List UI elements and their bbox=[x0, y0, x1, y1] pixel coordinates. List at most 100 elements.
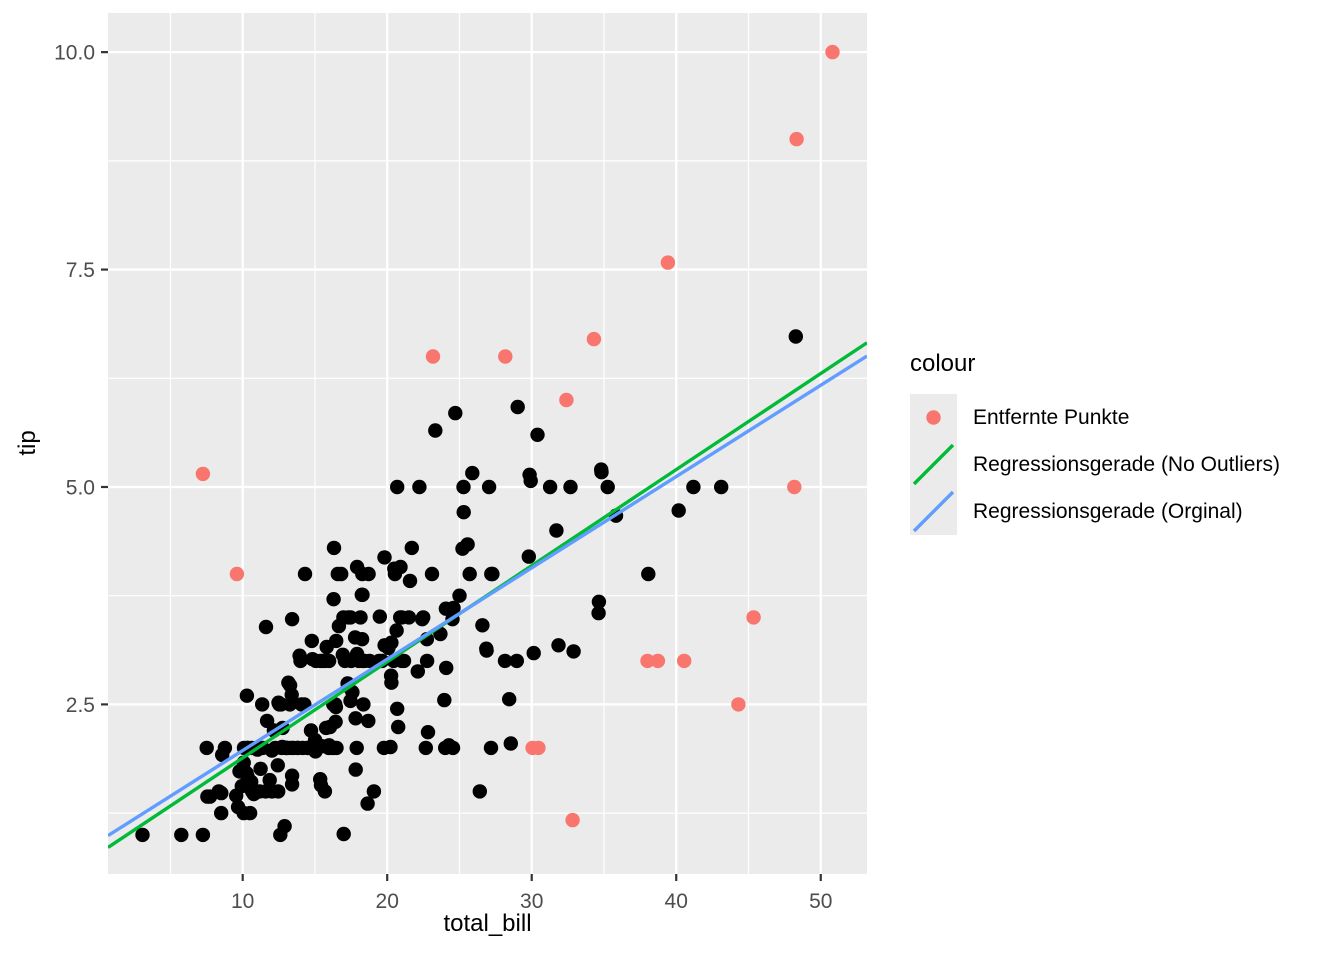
y-axis-title: tip bbox=[14, 430, 41, 456]
legend-item-label: Regressionsgerade (No Outliers) bbox=[973, 452, 1280, 476]
data-point bbox=[326, 540, 342, 556]
removed-data-point bbox=[498, 349, 513, 364]
data-point bbox=[348, 711, 363, 726]
data-point bbox=[215, 747, 230, 763]
data-point bbox=[297, 566, 313, 582]
data-point bbox=[390, 701, 405, 716]
data-point bbox=[393, 610, 408, 625]
data-point bbox=[195, 827, 211, 843]
data-point bbox=[253, 761, 268, 776]
data-point bbox=[273, 827, 288, 843]
data-point bbox=[530, 427, 545, 442]
y-tick-label: 2.5 bbox=[66, 694, 95, 717]
data-point bbox=[497, 653, 513, 669]
data-point bbox=[402, 573, 418, 589]
data-point bbox=[641, 566, 656, 582]
data-point bbox=[438, 601, 454, 616]
data-point bbox=[439, 660, 454, 676]
data-point bbox=[376, 740, 392, 756]
data-point bbox=[415, 612, 430, 627]
data-point bbox=[348, 762, 363, 777]
data-point bbox=[244, 774, 259, 789]
data-point bbox=[329, 633, 344, 649]
removed-data-point bbox=[746, 610, 761, 625]
removed-data-point bbox=[731, 697, 746, 712]
removed-data-point bbox=[559, 392, 574, 408]
removed-data-point bbox=[425, 349, 441, 364]
point-glyph bbox=[926, 410, 941, 425]
data-point bbox=[258, 619, 274, 635]
data-point bbox=[361, 566, 376, 582]
data-point bbox=[353, 610, 368, 625]
data-point bbox=[419, 653, 435, 669]
regression-line bbox=[108, 354, 867, 838]
data-point bbox=[462, 566, 477, 582]
data-point bbox=[270, 758, 285, 773]
removed-data-point bbox=[565, 812, 580, 828]
data-point bbox=[485, 566, 500, 582]
data-point bbox=[390, 479, 405, 495]
data-point bbox=[549, 523, 564, 538]
legend-item-regression-original: Regressionsgerade (Orginal) bbox=[910, 488, 1280, 535]
x-tick-label: 20 bbox=[376, 890, 399, 913]
data-point bbox=[481, 479, 497, 495]
removed-data-point bbox=[195, 466, 211, 482]
x-axis-title: total_bill bbox=[443, 910, 532, 937]
data-point bbox=[354, 587, 369, 602]
data-point bbox=[284, 777, 300, 792]
y-tick-label: 10.0 bbox=[54, 42, 95, 65]
data-point bbox=[455, 541, 470, 556]
data-point bbox=[437, 692, 452, 708]
data-point bbox=[483, 740, 499, 756]
data-point bbox=[199, 740, 214, 756]
data-point bbox=[282, 678, 298, 693]
data-point bbox=[362, 653, 377, 669]
legend: colour Entfernte Punkte Regressionsgerad… bbox=[910, 350, 1280, 535]
data-point bbox=[328, 714, 343, 729]
data-point bbox=[174, 827, 189, 843]
data-point bbox=[284, 612, 300, 627]
data-point bbox=[472, 784, 487, 799]
data-point bbox=[542, 479, 558, 495]
line-glyph bbox=[912, 443, 955, 486]
data-point bbox=[387, 566, 403, 582]
data-point bbox=[410, 664, 425, 679]
data-point bbox=[135, 827, 150, 843]
data-point bbox=[510, 399, 525, 415]
blue-line-key-icon bbox=[910, 488, 957, 535]
data-point bbox=[591, 605, 606, 621]
legend-item-label: Regressionsgerade (Orginal) bbox=[973, 499, 1243, 523]
legend-title: colour bbox=[910, 350, 976, 377]
data-point bbox=[526, 645, 541, 661]
legend-item-removed-points: Entfernte Punkte bbox=[910, 394, 1280, 441]
removed-data-point bbox=[531, 740, 546, 756]
data-point bbox=[563, 479, 578, 495]
data-point bbox=[381, 640, 396, 656]
data-point bbox=[428, 423, 443, 438]
data-point bbox=[389, 623, 404, 638]
data-point bbox=[714, 479, 729, 495]
data-point bbox=[304, 633, 319, 649]
data-point bbox=[356, 697, 371, 712]
removed-data-point bbox=[586, 331, 602, 347]
data-point bbox=[438, 740, 453, 756]
data-point bbox=[282, 697, 298, 712]
removed-data-point bbox=[677, 653, 692, 669]
data-point bbox=[278, 740, 294, 756]
data-point bbox=[317, 784, 333, 799]
data-point bbox=[255, 697, 270, 712]
data-point bbox=[418, 740, 433, 756]
data-point bbox=[232, 764, 247, 779]
data-point bbox=[294, 697, 309, 712]
data-point bbox=[383, 668, 399, 683]
removed-points-key-icon bbox=[910, 394, 957, 441]
legend-item-regression-no-outliers: Regressionsgerade (No Outliers) bbox=[910, 441, 1280, 488]
data-point bbox=[686, 479, 701, 495]
data-point bbox=[551, 638, 566, 653]
data-point bbox=[258, 784, 273, 799]
data-point bbox=[424, 566, 440, 582]
data-point bbox=[293, 653, 308, 669]
data-point bbox=[420, 725, 436, 740]
data-point bbox=[475, 618, 490, 633]
